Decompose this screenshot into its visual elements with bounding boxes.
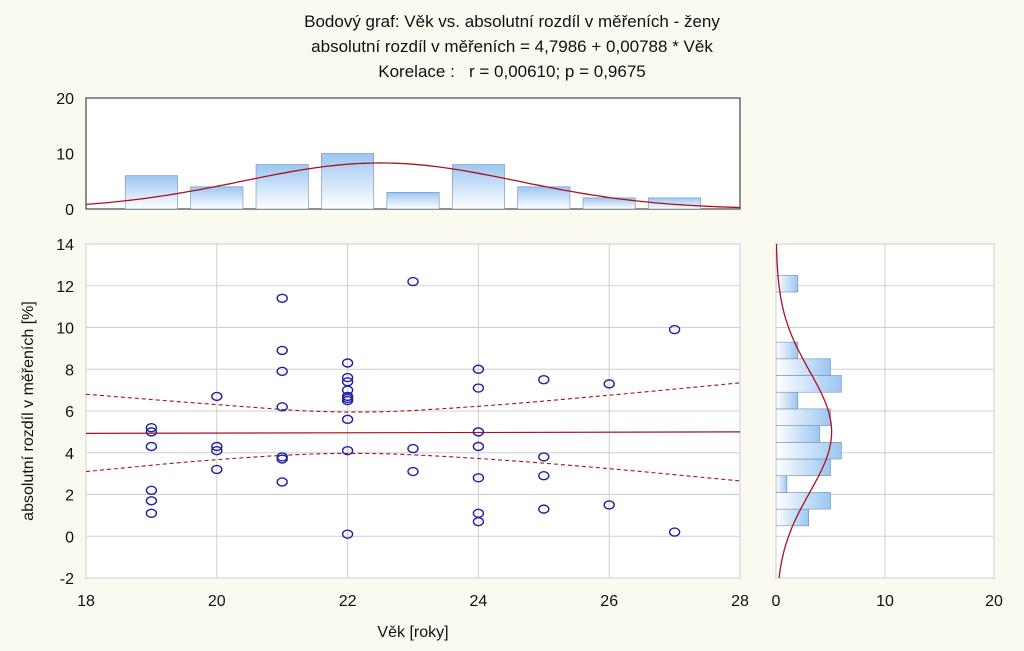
y-tick-label: 0	[65, 529, 74, 546]
y-tick-label: 10	[56, 321, 74, 338]
x-tick-label: 20	[208, 593, 226, 610]
top-hist-tick-label: 0	[65, 202, 74, 219]
scatter-grid	[85, 243, 741, 579]
x-tick-label: 26	[600, 593, 618, 610]
top-histogram-bar	[321, 153, 375, 209]
y-tick-label: 4	[65, 446, 74, 463]
scatter-point	[472, 427, 485, 437]
top-histogram-bar	[386, 192, 440, 209]
side-histogram-bar	[776, 391, 799, 410]
side-hist-tick-label: 0	[772, 593, 781, 610]
x-tick-label: 18	[77, 593, 95, 610]
y-tick-label: 2	[65, 488, 74, 505]
top-hist-tick-label: 20	[56, 91, 74, 108]
scatter-point	[472, 383, 485, 393]
side-histogram-bar	[776, 475, 788, 493]
scatter-point	[341, 529, 354, 539]
scatter-point	[668, 527, 681, 537]
scatter-point	[276, 477, 288, 487]
scatter-point	[407, 276, 419, 287]
scatter-point	[668, 324, 681, 335]
y-tick-label: 8	[65, 362, 74, 379]
scatter-point	[407, 466, 419, 477]
scatter-point	[538, 452, 550, 462]
scatter-point	[211, 391, 223, 402]
side-histogram-bar	[776, 341, 799, 360]
scatter-point	[145, 496, 158, 506]
side-normal-curve	[776, 244, 833, 578]
side-histogram-bar	[776, 492, 831, 510]
scatter-point	[145, 508, 158, 518]
scatter-point	[145, 427, 158, 437]
scatter-point	[145, 441, 158, 452]
scatter-point	[341, 445, 354, 456]
y-axis-label: absolutní rozdíl v měřeních [%]	[20, 301, 37, 521]
scatter-point	[538, 504, 550, 514]
scatter-point	[603, 379, 615, 389]
scatter-point	[341, 358, 354, 368]
x-tick-label: 22	[339, 593, 357, 610]
y-tick-label: 14	[56, 237, 74, 254]
side-histogram-bar	[776, 408, 831, 426]
scatter-point	[538, 374, 550, 385]
scatter-point	[276, 402, 288, 412]
chart-title: Bodový graf: Věk vs. absolutní rozdíl v …	[304, 12, 720, 31]
side-normal-curve-path	[776, 244, 833, 578]
side-hist-tick-label: 20	[985, 593, 1003, 610]
scatter-point	[472, 516, 485, 527]
top-histogram-bar	[451, 164, 505, 209]
scatter-point	[407, 443, 419, 454]
scatter-point	[211, 441, 223, 452]
side-histogram-bars	[776, 275, 842, 527]
scatter-point	[211, 464, 223, 475]
scatter-point	[603, 500, 615, 510]
side-histogram-bar	[776, 442, 842, 460]
y-tick-label: -2	[60, 571, 74, 588]
side-hist-tick-label: 10	[876, 593, 894, 610]
top-histogram-bars	[124, 153, 702, 209]
chart-subtitle: absolutní rozdíl v měřeních = 4,7986 + 0…	[311, 37, 713, 56]
side-histogram-bar	[776, 508, 810, 527]
scatter-point	[276, 345, 288, 356]
scatter-point	[276, 366, 288, 377]
scatter-point	[341, 372, 354, 383]
scatter-point	[472, 473, 485, 483]
scatter-point	[472, 441, 485, 452]
y-tick-label: 6	[65, 404, 74, 421]
top-normal-curve-path	[86, 162, 740, 209]
side-histogram-bar	[776, 425, 820, 443]
top-histogram-bar	[124, 175, 178, 209]
scatter-point	[341, 414, 354, 425]
side-histogram-bar	[776, 275, 799, 293]
scatter-point	[472, 364, 485, 374]
scatter-point	[145, 423, 158, 433]
confidence-band-lower	[86, 452, 740, 482]
scatter-point	[538, 471, 550, 481]
scatter-point	[145, 485, 158, 496]
regression-line	[86, 431, 740, 434]
side-histogram-bar	[776, 375, 842, 393]
confidence-band-upper	[86, 382, 740, 413]
correlation-annotation: Korelace : r = 0,00610; p = 0,9675	[378, 62, 645, 81]
top-hist-tick-label: 10	[56, 147, 74, 164]
scatter-point	[341, 395, 354, 406]
top-histogram-bar	[648, 197, 702, 209]
scatter-point	[276, 454, 288, 464]
scatter-points	[145, 276, 681, 539]
confidence-band	[86, 382, 740, 482]
x-tick-label: 24	[470, 593, 488, 610]
regression-line-group	[86, 431, 740, 434]
y-tick-label: 12	[56, 279, 74, 296]
scatter-point	[276, 293, 288, 303]
top-histogram-bar	[255, 164, 309, 209]
x-axis-label: Věk [roky]	[377, 624, 448, 641]
side-histogram-bar	[776, 358, 831, 376]
scatter-point	[211, 445, 223, 456]
x-tick-label: 28	[731, 593, 749, 610]
top-normal-curve	[86, 162, 740, 209]
